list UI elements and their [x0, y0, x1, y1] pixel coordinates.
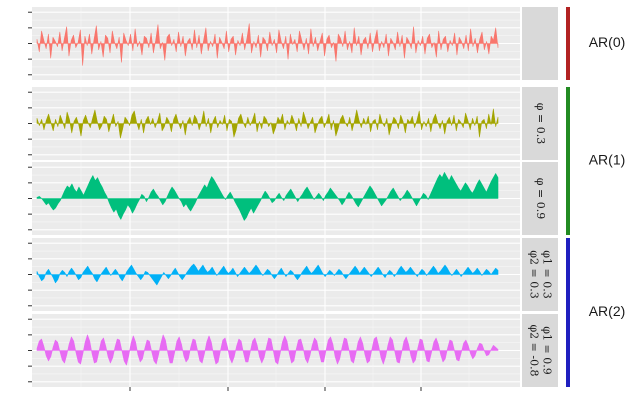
facet-strip	[522, 238, 558, 311]
series-area	[36, 334, 499, 366]
group-label: AR(0)	[589, 34, 626, 50]
series-area	[36, 172, 499, 221]
group-bar	[566, 7, 570, 80]
facet-strip	[522, 314, 558, 387]
series-area	[36, 23, 499, 66]
facet-panel: φ1 = 0.9φ2 = -0.8	[28, 314, 558, 387]
facet-panel: φ1 = 0.3φ2 = 0.3	[28, 238, 558, 311]
strip-label: φ1 = 0.3	[541, 250, 554, 298]
group-bar	[566, 238, 570, 387]
series-area	[36, 263, 499, 286]
strip-label: φ = 0.9	[534, 178, 547, 219]
strip-label: φ2 = 0.3	[528, 250, 541, 298]
facet-panel: φ = 0.9	[28, 162, 558, 235]
facet-panel: φ = 0.3	[28, 87, 558, 160]
facet-strip	[522, 7, 558, 80]
strip-label: φ1 = 0.9	[541, 326, 554, 374]
strip-label: φ2 = -0.8	[528, 324, 541, 376]
strip-label: φ = 0.3	[534, 103, 547, 144]
facet-strip	[522, 162, 558, 235]
group-label: AR(2)	[589, 303, 626, 319]
group-bar	[566, 87, 570, 235]
facet-panel	[28, 7, 558, 80]
group-label: AR(1)	[589, 152, 626, 168]
facet-strip	[522, 87, 558, 160]
series-area	[36, 108, 499, 139]
